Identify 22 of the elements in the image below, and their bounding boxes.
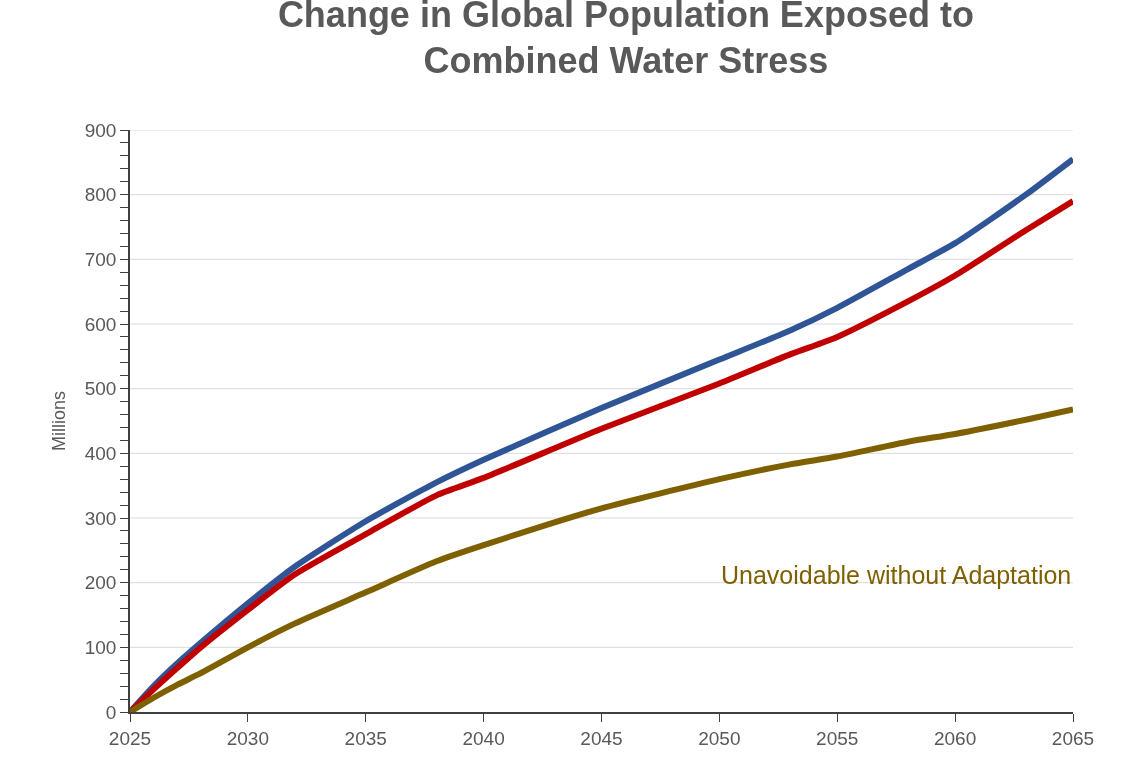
x-tick-label: 2065: [1051, 727, 1095, 749]
x-tick-label: 2060: [933, 727, 977, 749]
chart-title: Change in Global Population Exposed to Combined Water Stress: [277, 0, 974, 82]
y-axis-title: Millions: [49, 390, 70, 452]
y-tick-label: 0: [105, 701, 117, 723]
y-tick-label: 800: [84, 184, 117, 206]
x-tick-label: 2050: [698, 727, 741, 749]
x-tick-label: 2035: [344, 727, 387, 749]
x-tick-label: 2045: [580, 727, 623, 749]
text: Unavoidable without Adaptation: [721, 561, 1072, 589]
x-tick-label: 2055: [816, 727, 859, 749]
x-tick-label: 2025: [108, 727, 152, 749]
y-tick-label: 500: [84, 378, 117, 400]
y-tick-label: 200: [84, 572, 117, 594]
y-tick-label: 700: [84, 248, 117, 270]
y-tick-label: 600: [84, 313, 117, 335]
y-tick-label: 400: [84, 442, 117, 464]
y-tick-label: 300: [84, 507, 117, 529]
x-tick-label: 2040: [462, 727, 505, 749]
y-tick-label: 100: [84, 636, 117, 658]
y-tick-label: 900: [84, 119, 117, 141]
x-tick-label: 2030: [226, 727, 270, 749]
